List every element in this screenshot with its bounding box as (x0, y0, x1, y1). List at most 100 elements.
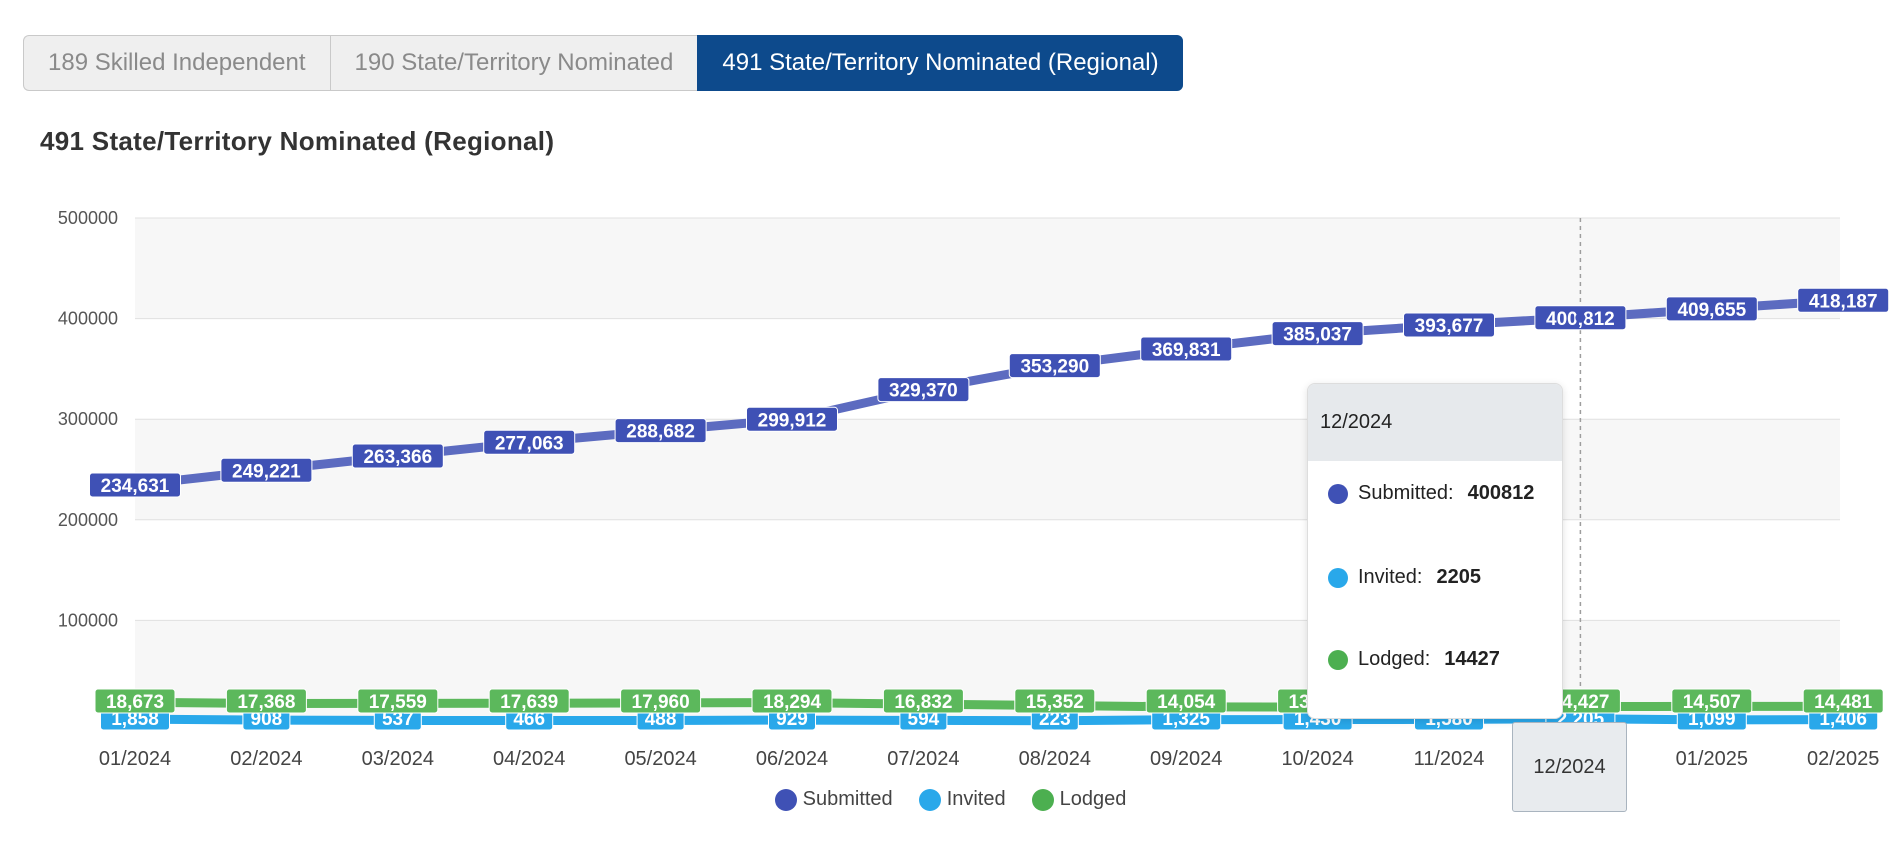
plot-band (135, 419, 1840, 520)
tab-189-skilled-independent[interactable]: 189 Skilled Independent (23, 35, 330, 91)
tooltip-row-lodged: Lodged: 14427 (1328, 648, 1500, 671)
invited-data-label: 466 (513, 709, 545, 730)
submitted-label-bg (220, 457, 313, 483)
invited-legend-icon (918, 788, 941, 811)
x-tick-label: 02/2024 (230, 748, 302, 770)
y-tick-label: 200000 (58, 510, 118, 530)
chart-title: 491 State/Territory Nominated (Regional) (40, 126, 555, 156)
submitted-label-bg (877, 377, 970, 403)
lodged-data-label: 14,427 (1551, 692, 1609, 713)
lodged-label-bg (1671, 688, 1753, 714)
chart-legend: Submitted Invited Lodged (0, 788, 1901, 811)
submitted-data-label: 288,682 (626, 422, 695, 443)
submitted-data-label: 249,221 (232, 461, 301, 482)
tooltip-row-invited: Invited: 2205 (1328, 566, 1481, 589)
submitted-label-bg (1271, 321, 1364, 347)
lodged-label-bg (882, 688, 964, 714)
submitted-data-label: 277,063 (495, 433, 564, 454)
lodged-data-label: 14,507 (1683, 692, 1741, 713)
visa-tabs: 189 Skilled Independent 190 State/Territ… (23, 35, 1183, 93)
lodged-data-label: 18,673 (106, 692, 164, 713)
x-tick-label: 04/2024 (493, 748, 565, 770)
submitted-label-bg (351, 443, 444, 469)
submitted-data-label: 385,037 (1283, 325, 1352, 346)
tab-190-state-territory-nominated[interactable]: 190 State/Territory Nominated (329, 35, 698, 91)
lodged-data-label: 18,294 (763, 692, 822, 713)
lodged-data-label: 16,832 (894, 692, 952, 713)
x-tick-label: 05/2024 (624, 748, 696, 770)
submitted-label-bg (614, 418, 707, 444)
tooltip-value: 400812 (1467, 482, 1535, 504)
lodged-label-bg (225, 688, 307, 714)
invited-data-label: 908 (251, 709, 283, 730)
lodged-data-label: 17,639 (500, 692, 558, 713)
submitted-label-bg (746, 406, 838, 432)
invited-data-label: 594 (908, 709, 940, 730)
legend-label: Lodged (1059, 788, 1127, 810)
invited-data-label: 1,858 (111, 709, 159, 730)
legend-item-invited[interactable]: Invited (918, 788, 1006, 811)
submitted-data-label: 418,187 (1809, 291, 1878, 312)
submitted-dot-icon (1328, 483, 1348, 504)
submitted-legend-icon (774, 788, 797, 811)
highlight-point (1575, 312, 1586, 323)
legend-item-submitted[interactable]: Submitted (774, 788, 893, 811)
tooltip-label: Invited: (1358, 566, 1423, 588)
x-tick-label: 02/2025 (1807, 748, 1879, 770)
x-tick-label: 07/2024 (887, 748, 959, 770)
lodged-data-label: 15,352 (1026, 692, 1084, 713)
lodged-label-bg (488, 688, 570, 714)
submitted-label-bg (1797, 287, 1890, 313)
x-tick-label: 08/2024 (1019, 748, 1091, 770)
invited-data-label: 929 (776, 709, 808, 730)
y-tick-label: 100000 (58, 610, 118, 630)
plot-band (135, 519, 1840, 621)
lodged-data-label: 17,559 (369, 692, 427, 713)
y-tick-label: 500000 (58, 208, 118, 228)
x-tick-label: 11/2024 (1414, 748, 1485, 770)
invited-data-label: 1,406 (1819, 709, 1867, 730)
invited-dot-icon (1328, 567, 1348, 588)
x-axis-highlight-label: 12/2024 (1512, 722, 1627, 812)
lodged-data-label: 17,960 (632, 692, 690, 713)
invited-data-label: 1,099 (1688, 709, 1736, 730)
submitted-data-label: 234,631 (101, 476, 170, 497)
lodged-label-bg (1802, 688, 1884, 714)
submitted-label-bg (483, 429, 576, 455)
legend-label: Submitted (802, 788, 893, 810)
submitted-label-bg (89, 472, 181, 498)
x-tick-label: 03/2024 (362, 748, 434, 770)
submitted-data-label: 329,370 (889, 381, 958, 402)
plot-band (135, 318, 1840, 420)
tooltip-label: Submitted: (1358, 482, 1454, 504)
submitted-data-label: 369,831 (1152, 340, 1221, 361)
lodged-data-label: 14,054 (1157, 692, 1216, 713)
tooltip-title: 12/2024 (1308, 384, 1562, 461)
legend-item-lodged[interactable]: Lodged (1031, 788, 1127, 811)
tab-491-state-territory-nominated-regional[interactable]: 491 State/Territory Nominated (Regional) (697, 35, 1183, 91)
plot-band (135, 218, 1840, 319)
y-tick-label: 400000 (58, 309, 118, 329)
submitted-label-bg (1140, 336, 1233, 362)
lodged-legend-icon (1031, 788, 1054, 811)
lodged-label-bg (94, 688, 176, 714)
submitted-label-bg (1403, 312, 1495, 338)
lodged-label-bg (357, 688, 439, 714)
lodged-label-bg (1014, 688, 1096, 714)
lodged-label-bg (751, 688, 833, 714)
invited-data-label: 1,325 (1162, 709, 1210, 730)
lodged-data-label: 17,368 (237, 692, 295, 713)
x-tick-label: 01/2024 (99, 748, 171, 770)
tooltip-label: Lodged: (1358, 648, 1431, 670)
submitted-data-label: 299,912 (758, 410, 827, 431)
tooltip-row-submitted: Submitted: 400812 (1328, 482, 1534, 505)
x-tick-label: 01/2025 (1676, 748, 1748, 770)
legend-label: Invited (946, 788, 1006, 810)
submitted-data-label: 393,677 (1415, 316, 1484, 337)
submitted-data-label: 353,290 (1020, 357, 1089, 378)
y-tick-label: 300000 (58, 409, 118, 429)
x-tick-label: 06/2024 (756, 748, 828, 770)
chart-tooltip: 12/2024 Submitted: 400812 Invited: 2205 … (1307, 383, 1563, 719)
submitted-label-bg (1008, 353, 1101, 379)
